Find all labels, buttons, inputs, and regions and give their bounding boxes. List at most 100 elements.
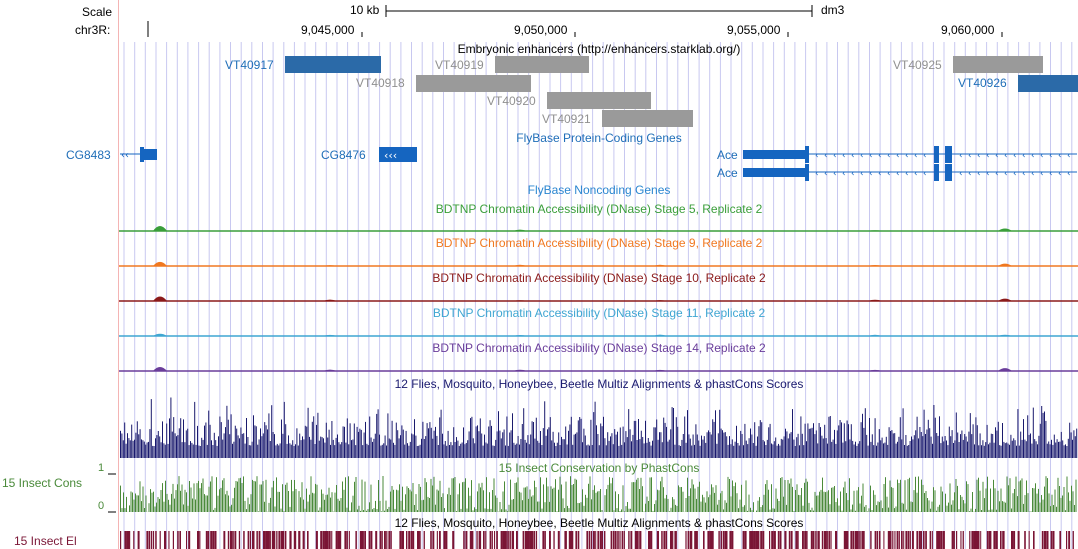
position-tick-label: 9,050,000: [514, 23, 568, 37]
dnase-stage11-title[interactable]: BDTNP Chromatin Accessibility (DNase) St…: [432, 306, 766, 320]
svg-text:‹: ‹: [1004, 151, 1008, 161]
phastcons-track-title[interactable]: 15 Insect Conservation by PhastCons: [498, 461, 700, 475]
svg-text:‹: ‹: [1031, 169, 1035, 179]
enhancer-label[interactable]: VT40918: [356, 76, 405, 90]
svg-text:‹: ‹: [896, 151, 900, 161]
gene-ace-models: ‹ ‹ ‹ ‹ ‹ ‹ ‹ ‹ ‹ ‹ ‹ ‹ ‹ ‹ ‹ ‹ ‹ ‹ ‹ ‹ ‹ ‹ ‹ ‹ ‹ ‹ ‹ ‹ ‹ ‹ ‹ ‹ ‹ ‹ ‹ ‹ ‹ ‹ ‹ ‹…: [743, 146, 1077, 181]
svg-text:‹: ‹: [869, 169, 873, 179]
enhancers-track-title[interactable]: Embryonic enhancers (http://enhancers.st…: [457, 42, 741, 56]
svg-text:‹‹: ‹‹: [121, 150, 129, 161]
dnase-track: [119, 261, 1078, 267]
svg-text:‹: ‹: [914, 169, 918, 179]
flybase-coding-track-title[interactable]: FlyBase Protein-Coding Genes: [516, 131, 682, 145]
svg-text:‹: ‹: [1040, 151, 1044, 161]
svg-text:‹: ‹: [824, 169, 828, 179]
svg-text:‹: ‹: [977, 169, 981, 179]
svg-text:‹: ‹: [905, 151, 909, 161]
svg-text:‹: ‹: [842, 151, 846, 161]
enhancer-feature-vt40925: [953, 56, 1043, 73]
gene-label[interactable]: Ace: [717, 148, 738, 162]
position-tick-label: 9,045,000: [301, 23, 355, 37]
multiz-signal: [120, 397, 1078, 458]
svg-text:‹: ‹: [815, 151, 819, 161]
svg-text:‹: ‹: [851, 169, 855, 179]
svg-text:‹: ‹: [869, 151, 873, 161]
svg-text:‹: ‹: [1013, 169, 1017, 179]
svg-text:‹: ‹: [995, 151, 999, 161]
svg-text:‹: ‹: [977, 151, 981, 161]
svg-text:‹: ‹: [860, 151, 864, 161]
sidebar-divider: [118, 0, 119, 549]
gene-label[interactable]: CG8483: [66, 148, 111, 162]
dnase-signal-tracks: [119, 226, 1078, 372]
axis-max-label: 1: [98, 462, 105, 474]
svg-text:‹: ‹: [1049, 169, 1053, 179]
gene-label[interactable]: Ace: [717, 166, 738, 180]
scale-bar: [147, 5, 1003, 37]
svg-text:‹‹‹: ‹‹‹: [384, 149, 397, 162]
phastcons-signal: [120, 476, 1077, 512]
enhancer-feature-vt40920: [547, 92, 651, 109]
svg-text:‹: ‹: [1067, 169, 1071, 179]
dnase-track: [119, 226, 1078, 232]
scale-label: Scale: [82, 5, 113, 19]
svg-text:‹: ‹: [995, 169, 999, 179]
gene-cg8476: ‹‹‹: [379, 147, 417, 162]
enhancer-feature-vt40918: [416, 75, 531, 92]
svg-text:‹: ‹: [1058, 151, 1062, 161]
svg-text:‹: ‹: [1067, 151, 1071, 161]
elements-track-title[interactable]: 12 Flies, Mosquito, Honeybee, Beetle Mul…: [394, 516, 804, 530]
gene-ace-transcript: ‹ ‹ ‹ ‹ ‹ ‹ ‹ ‹ ‹ ‹ ‹ ‹ ‹ ‹ ‹ ‹ ‹ ‹ ‹ ‹ ‹ ‹ ‹ ‹ ‹ ‹: [743, 164, 1077, 181]
phastcons-side-label[interactable]: 15 Insect Cons: [2, 476, 83, 490]
svg-text:‹: ‹: [842, 169, 846, 179]
svg-text:‹: ‹: [986, 151, 990, 161]
dnase-stage14-title[interactable]: BDTNP Chromatin Accessibility (DNase) St…: [432, 341, 766, 355]
svg-text:‹: ‹: [878, 151, 882, 161]
gene-cg8483: ‹‹: [120, 147, 157, 162]
svg-text:‹: ‹: [833, 169, 837, 179]
gridlines: [123, 42, 1073, 549]
dnase-stage10-title[interactable]: BDTNP Chromatin Accessibility (DNase) St…: [432, 271, 766, 285]
svg-text:‹: ‹: [878, 169, 882, 179]
scale-value: 10 kb: [350, 3, 380, 17]
svg-text:‹: ‹: [860, 169, 864, 179]
axis-min-label: 0: [98, 500, 105, 512]
svg-text:‹: ‹: [1022, 169, 1026, 179]
enhancer-label[interactable]: VT40921: [542, 112, 591, 126]
svg-text:‹: ‹: [887, 151, 891, 161]
position-tick-label: 9,060,000: [941, 23, 995, 37]
enhancer-label[interactable]: VT40919: [435, 58, 484, 72]
svg-text:‹: ‹: [986, 169, 990, 179]
svg-text:‹: ‹: [1031, 151, 1035, 161]
multiz-track-title[interactable]: 12 Flies, Mosquito, Honeybee, Beetle Mul…: [394, 377, 804, 391]
svg-text:‹: ‹: [851, 151, 855, 161]
elements-side-label[interactable]: 15 Insect El: [14, 534, 77, 548]
enhancer-feature-vt40921: [602, 110, 693, 127]
svg-text:‹: ‹: [1049, 151, 1053, 161]
dnase-track: [119, 333, 1078, 337]
enhancer-label[interactable]: VT40925: [893, 58, 942, 72]
svg-text:‹: ‹: [824, 151, 828, 161]
svg-text:‹: ‹: [968, 151, 972, 161]
svg-text:‹: ‹: [968, 169, 972, 179]
gene-ace-transcript: ‹ ‹ ‹ ‹ ‹ ‹ ‹ ‹ ‹ ‹ ‹ ‹ ‹ ‹ ‹ ‹ ‹ ‹ ‹ ‹ ‹ ‹ ‹ ‹ ‹ ‹: [743, 146, 1077, 163]
assembly-label: dm3: [821, 3, 845, 17]
gene-label[interactable]: CG8476: [321, 148, 366, 162]
dnase-stage5-title[interactable]: BDTNP Chromatin Accessibility (DNase) St…: [435, 202, 763, 216]
svg-text:‹: ‹: [887, 169, 891, 179]
svg-text:‹: ‹: [1022, 151, 1026, 161]
svg-text:‹: ‹: [1004, 169, 1008, 179]
flybase-noncoding-track-title[interactable]: FlyBase Noncoding Genes: [527, 183, 671, 197]
enhancer-label[interactable]: VT40926: [958, 76, 1007, 90]
conserved-elements: [120, 531, 1074, 549]
enhancer-label[interactable]: VT40920: [487, 94, 536, 108]
dnase-stage9-title[interactable]: BDTNP Chromatin Accessibility (DNase) St…: [435, 236, 763, 250]
svg-text:‹: ‹: [914, 151, 918, 161]
enhancer-label[interactable]: VT40917: [225, 58, 274, 72]
chrom-label: chr3R:: [75, 23, 111, 37]
svg-text:‹: ‹: [923, 169, 927, 179]
dnase-track: [119, 366, 1078, 372]
enhancer-feature-vt40926: [1018, 75, 1078, 92]
